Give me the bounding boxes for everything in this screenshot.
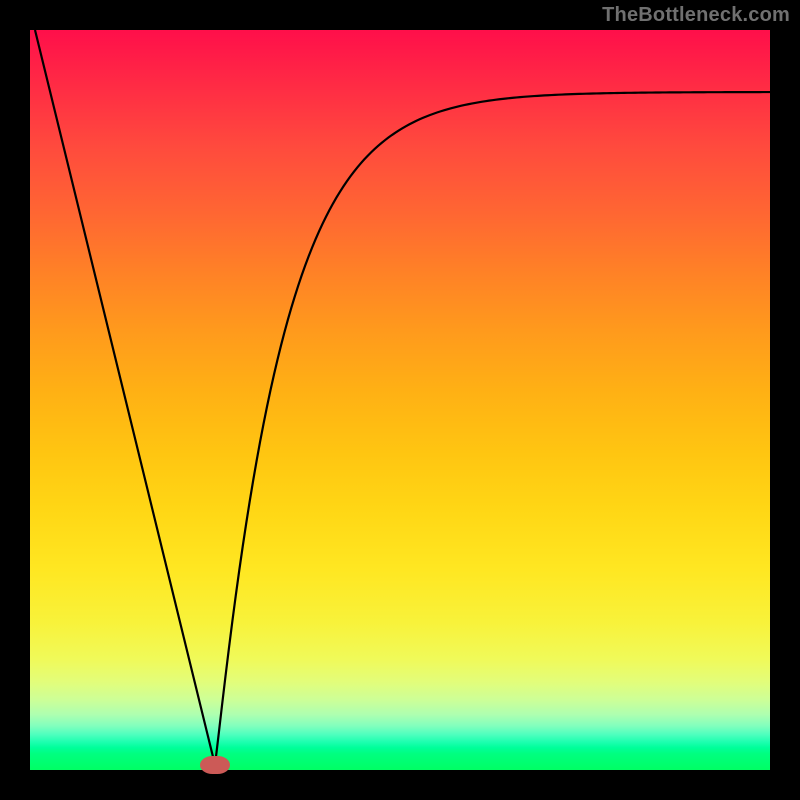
curve-path — [35, 30, 770, 765]
watermark-text: TheBottleneck.com — [602, 4, 790, 27]
plot-area — [30, 30, 770, 770]
vertex-marker — [200, 756, 230, 774]
bottleneck-curve — [30, 30, 770, 770]
figure-root: TheBottleneck.com — [0, 0, 800, 800]
